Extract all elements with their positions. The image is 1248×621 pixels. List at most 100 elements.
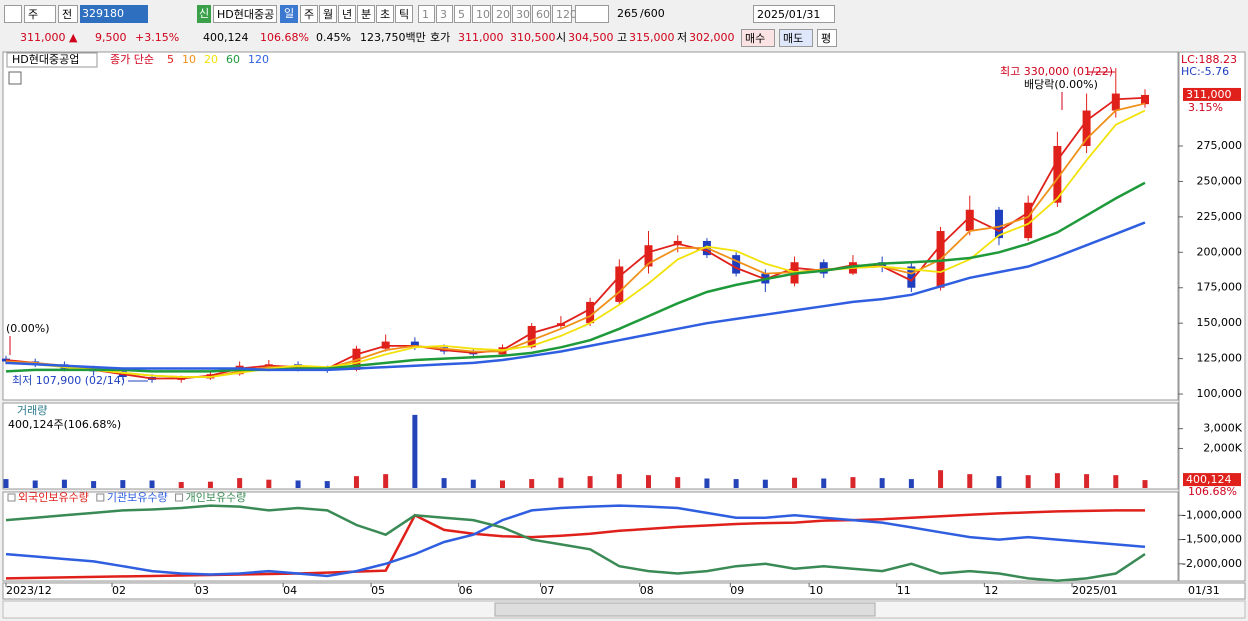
volume-bar: [237, 478, 243, 488]
volume-bar: [91, 481, 97, 488]
volume-bar: [61, 479, 67, 488]
legend-entry: 10: [182, 53, 196, 66]
x-tick-label: 07: [540, 584, 554, 597]
legend-entry: 기관보유수량: [107, 491, 168, 504]
interval-button[interactable]: 20: [492, 5, 511, 23]
x-tick-label: 04: [283, 584, 297, 597]
candle-body: [527, 326, 536, 348]
volume-bar: [207, 481, 213, 488]
x-tick-label: 11: [897, 584, 911, 597]
interval-button[interactable]: 1: [418, 5, 435, 23]
x-tick-label: 10: [809, 584, 823, 597]
ratio-label: 106.68%: [1188, 485, 1237, 498]
y-tick-label: 275,000: [1197, 139, 1243, 152]
volume-bar: [1142, 480, 1148, 488]
icon[interactable]: [8, 71, 22, 85]
annotation: 배당락(0.00%): [1024, 78, 1098, 91]
period-button[interactable]: 주: [300, 5, 318, 23]
candle-body: [1111, 93, 1120, 111]
scroll-thumb[interactable]: [494, 602, 876, 617]
legend-marker: [7, 493, 16, 502]
price: 311,000 ▲: [20, 31, 78, 44]
x-tick-label: 2023/12: [6, 584, 52, 597]
period-button[interactable]: 월: [319, 5, 337, 23]
combo[interactable]: [575, 5, 609, 23]
hc-label: HC:-5.76: [1181, 65, 1229, 78]
period-button[interactable]: 년: [338, 5, 356, 23]
legend-box: [6, 52, 98, 68]
interval-button[interactable]: 10: [472, 5, 491, 23]
new-badge: 신: [197, 5, 211, 23]
period-button[interactable]: 일: [280, 5, 298, 23]
interval-button[interactable]: 3: [436, 5, 453, 23]
legend-entry: 60: [226, 53, 240, 66]
count-max: /600: [640, 7, 665, 20]
legend-entry: 외국인보유수량: [18, 491, 89, 504]
legend-entry: 20: [204, 53, 218, 66]
volume-bar: [821, 478, 827, 488]
candle-body: [1082, 110, 1091, 146]
interval-button[interactable]: 60: [532, 5, 551, 23]
period-button[interactable]: 틱: [395, 5, 413, 23]
volume-bar: [675, 477, 681, 488]
volume-bar: [762, 479, 768, 488]
y-tick-label: -2,000,000: [1182, 557, 1242, 570]
candle-body: [732, 255, 741, 274]
volume-bar: [616, 474, 622, 488]
volume-bar: [646, 475, 652, 488]
toolbar: 주 전 329180 신 HD현대중공 일 주 월 년 분 초 틱 1 3 5 …: [0, 2, 1248, 50]
volume-bar: [120, 480, 126, 488]
candle-body: [410, 341, 419, 348]
volume-bar: [733, 479, 739, 488]
volume-bar: [32, 480, 38, 488]
volume-bar: [792, 477, 798, 488]
candle-body: [965, 209, 974, 232]
label: 시: [556, 31, 567, 44]
buy-button[interactable]: 매수: [741, 29, 775, 47]
market-select[interactable]: 주: [24, 5, 56, 23]
period-button[interactable]: 초: [376, 5, 394, 23]
volume-bar: [558, 477, 564, 488]
interval-button[interactable]: 30: [512, 5, 531, 23]
last-price-label: 311,000: [1186, 88, 1232, 101]
sell-button[interactable]: 매도: [779, 29, 813, 47]
code-input[interactable]: 329180: [80, 5, 148, 23]
prev-button[interactable]: 전: [58, 5, 78, 23]
label: 저: [677, 31, 688, 44]
volume-bar: [587, 476, 593, 488]
bid: 310,500: [510, 31, 556, 44]
candle-body: [1141, 94, 1149, 105]
volume-bar: [149, 480, 155, 488]
count: 265: [617, 7, 638, 20]
candle-body: [994, 209, 1003, 239]
ask: 311,000: [458, 31, 504, 44]
stock-name: HD현대중공: [213, 5, 277, 23]
candle-body: [1053, 145, 1062, 203]
label: 고: [617, 31, 628, 44]
moving-average: [5, 181, 1146, 373]
volume-bar: [879, 478, 885, 488]
interval-button[interactable]: 5: [454, 5, 471, 23]
volume-bar: [266, 479, 272, 488]
period-button[interactable]: 분: [357, 5, 375, 23]
change-rate: +3.15%: [135, 31, 180, 44]
icon[interactable]: [4, 5, 22, 23]
volume-bar: [1084, 474, 1090, 488]
last-volume-label: 400,124: [1186, 473, 1232, 486]
volume-bar: [470, 479, 476, 488]
label: 호가: [430, 31, 451, 44]
y-tick-label: 175,000: [1197, 281, 1243, 294]
y-tick-label: -1,500,000: [1182, 533, 1242, 546]
volume-bar: [295, 480, 301, 488]
avg-button[interactable]: 평: [817, 29, 837, 47]
volume-bar: [383, 474, 389, 488]
volume-ratio: 106.68%: [260, 31, 309, 44]
volume-panel: [2, 402, 1179, 490]
interval-button[interactable]: 120: [552, 5, 577, 23]
volume-bar: [1113, 475, 1119, 488]
volume-bar: [850, 477, 856, 488]
date-input[interactable]: 2025/01/31: [753, 5, 835, 23]
x-tick-label: 05: [371, 584, 385, 597]
high: 315,000: [629, 31, 675, 44]
y-tick-label: 100,000: [1197, 387, 1243, 400]
